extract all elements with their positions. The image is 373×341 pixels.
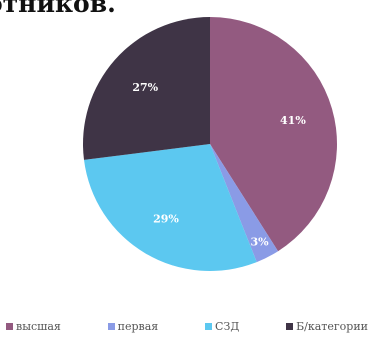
pie-slice-bez-kategorii: [82, 17, 210, 160]
legend-label: высшая: [16, 319, 61, 333]
pie-slice-pervaya: [210, 144, 279, 263]
pie-labels: 41% 3% 29% 27%: [132, 81, 306, 248]
legend-swatch: [6, 322, 13, 330]
legend-label: первая: [117, 319, 159, 333]
pie-slice-szd: [84, 144, 257, 271]
legend-label: СЗД: [215, 319, 240, 333]
chart-title: отников.: [0, 0, 116, 18]
data-label-szd: 29%: [153, 212, 179, 225]
legend-item-szd: СЗД: [205, 320, 239, 333]
pie-slices: [82, 17, 338, 271]
chart-legend: высшая первая СЗД Б/категории: [6, 318, 368, 334]
data-label-bez-kategorii: 27%: [132, 81, 158, 94]
legend-swatch: [286, 322, 294, 330]
legend-swatch: [205, 322, 213, 330]
legend-item-bez-kategorii: Б/категории: [286, 320, 368, 333]
pie-slice-vysshaya: [210, 17, 338, 252]
data-label-pervaya: 3%: [251, 235, 270, 248]
legend-item-vysshaya: высшая: [6, 320, 61, 333]
legend-label: Б/категории: [296, 319, 368, 333]
legend-swatch: [107, 322, 115, 330]
data-label-vysshaya: 41%: [280, 114, 306, 127]
legend-item-pervaya: первая: [107, 319, 159, 333]
